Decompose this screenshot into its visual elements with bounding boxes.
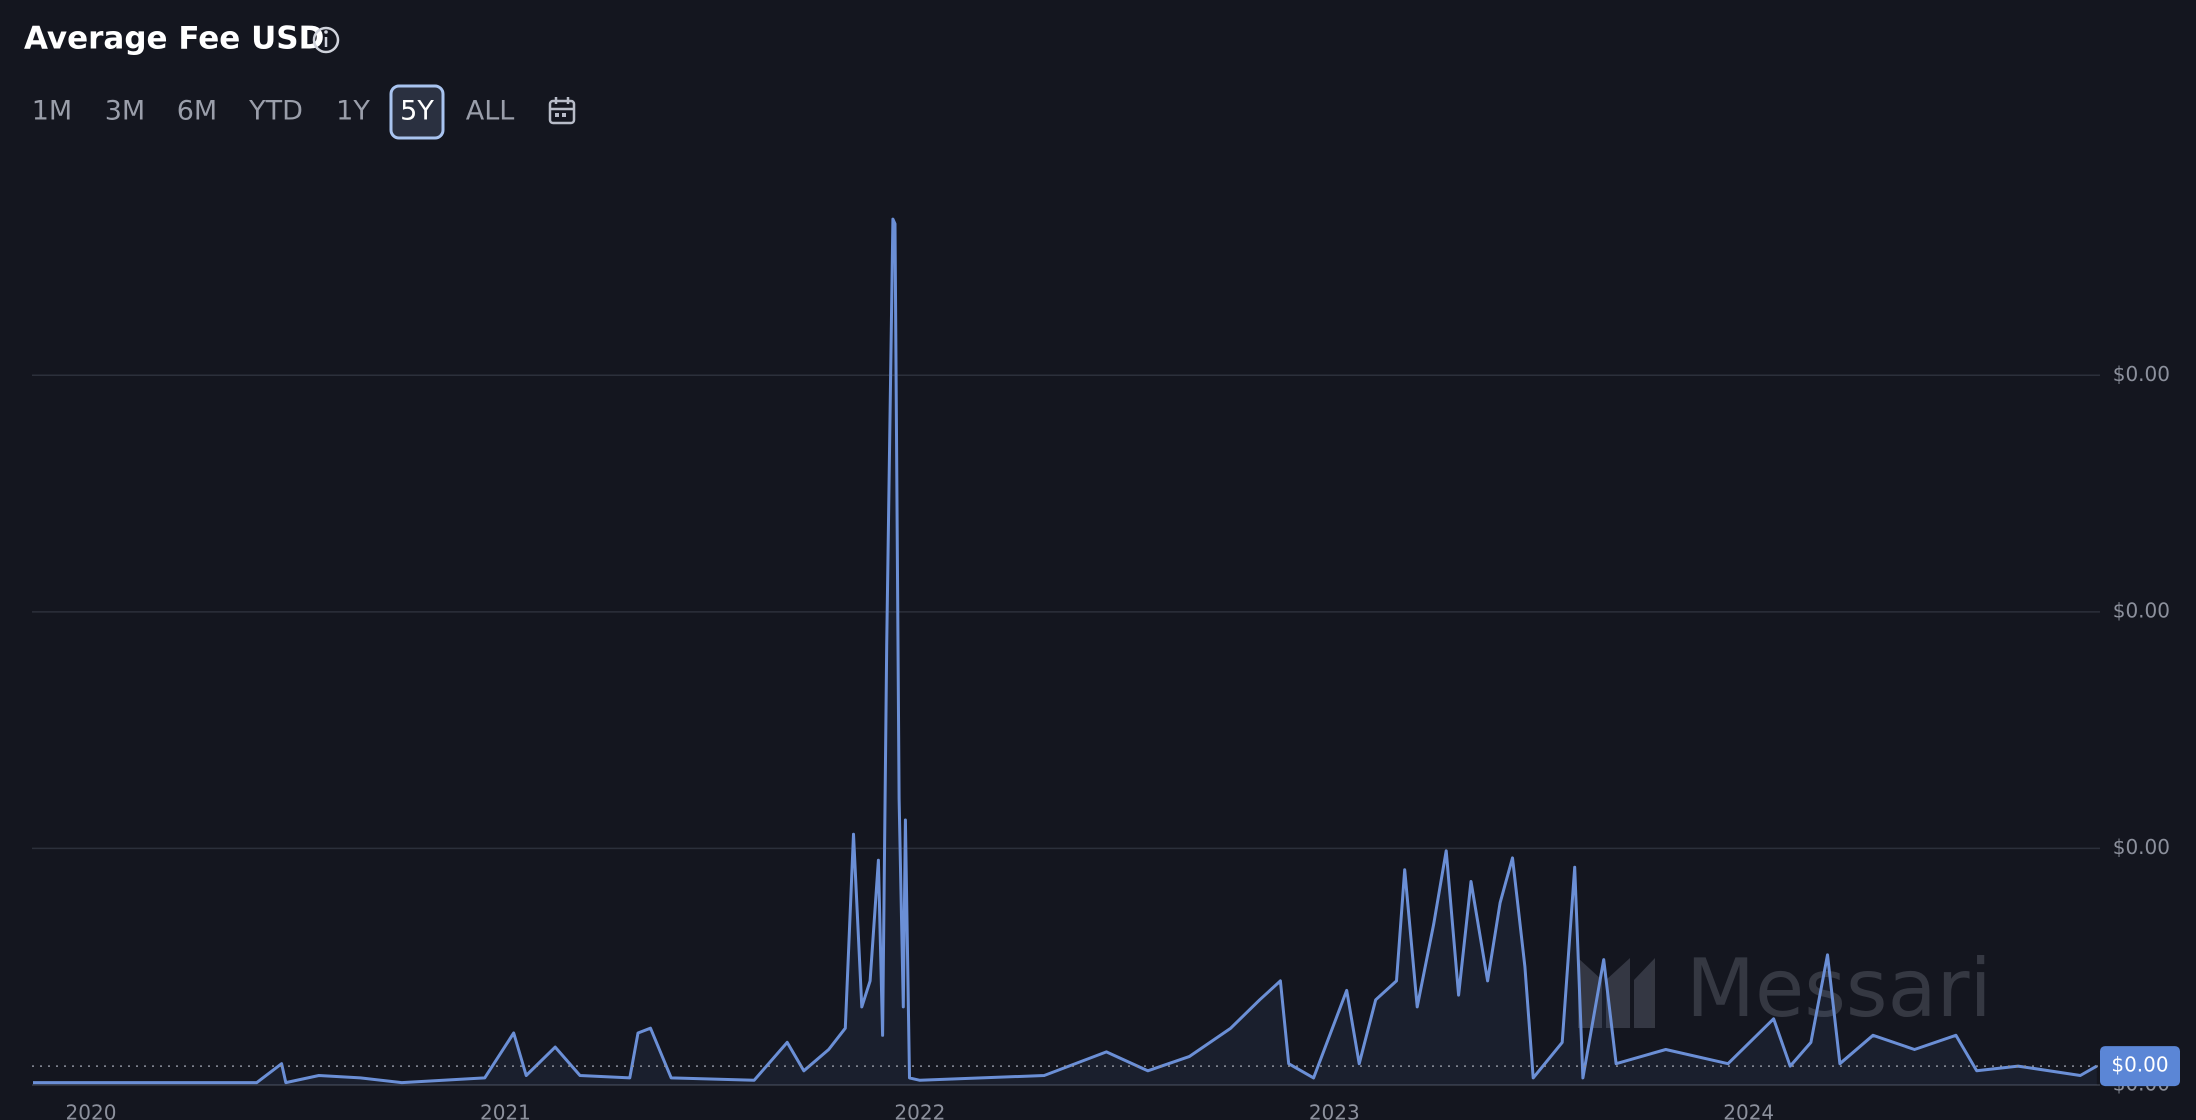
x-tick-label: 2023	[1309, 1101, 1360, 1120]
calendar-icon[interactable]	[548, 97, 576, 125]
range-selected-box	[389, 84, 445, 140]
range-button[interactable]: 3M	[105, 96, 145, 127]
y-tick-label: $0.00	[2113, 598, 2170, 622]
line	[33, 217, 2098, 1085]
range-buttons: 1M 3M 6M YTD 1Y 5Y ALL	[32, 84, 515, 140]
x-tick-label: 2024	[1723, 1101, 1774, 1120]
page-title: Average Fee USD	[24, 21, 324, 57]
watermark-text: Messari	[1686, 942, 1992, 1035]
y-tick-label: $0.00	[2113, 835, 2170, 859]
range-button[interactable]: 6M	[177, 96, 217, 127]
range-button[interactable]: ALL	[466, 96, 515, 127]
x-tick-label: 2020	[66, 1101, 117, 1120]
range-button[interactable]: 5Y	[400, 96, 434, 127]
watermark: Messari	[1578, 942, 1992, 1035]
y-tick-label: $0.00	[2113, 362, 2170, 386]
range-button[interactable]: 1Y	[336, 96, 370, 127]
x-tick-label: 2021	[480, 1101, 531, 1120]
info-icon[interactable]	[312, 26, 340, 54]
range-button[interactable]: 1M	[32, 96, 72, 127]
plot: $0.00 $0.00 $0.00 $0.00 2020 2021 2022 2023 2024…	[32, 217, 2180, 1120]
current-value-badge	[2100, 1046, 2180, 1087]
x-tick-label: 2022	[894, 1101, 945, 1120]
range-button[interactable]: YTD	[248, 96, 303, 127]
current-value-label: $0.00	[2111, 1053, 2168, 1077]
